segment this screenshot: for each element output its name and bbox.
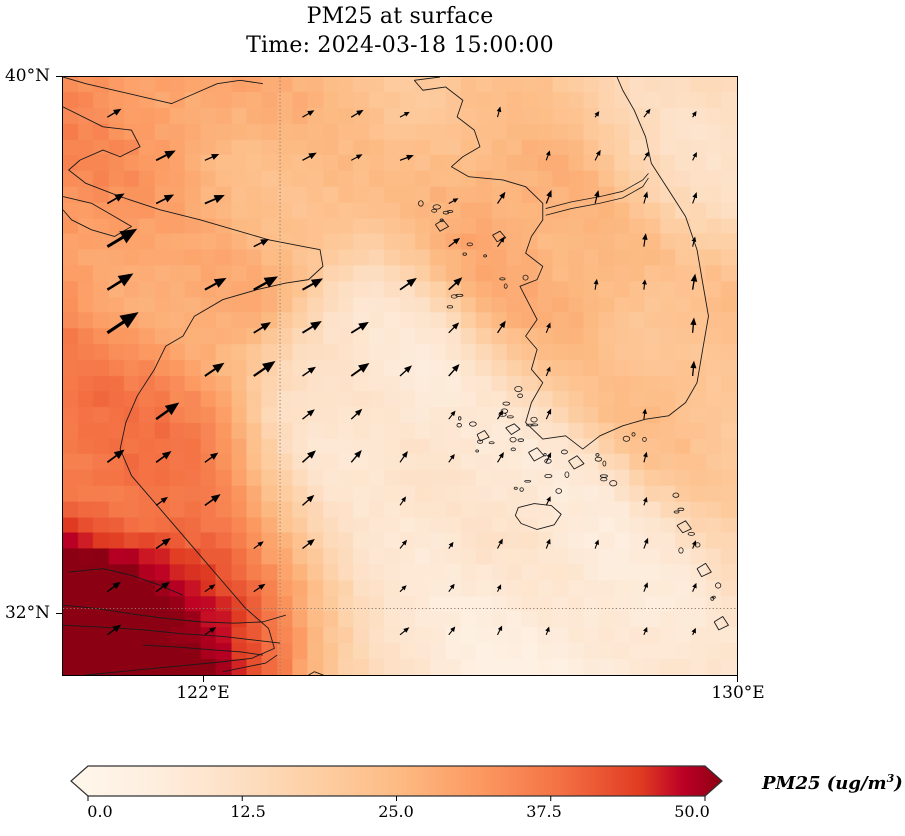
xtick-label-130e: 130°E bbox=[711, 683, 765, 703]
ytick-label-32n: 32°N bbox=[4, 603, 50, 623]
colorbar-tick-0: 0.0 bbox=[87, 802, 113, 821]
colorbar-tick-12-5: 12.5 bbox=[230, 802, 266, 821]
xtick-mark-122e bbox=[203, 676, 204, 682]
ytick-mark-32n bbox=[56, 613, 62, 614]
colorbar-tick-25: 25.0 bbox=[378, 802, 414, 821]
colorbar-label-tail: ) bbox=[894, 773, 903, 794]
colorbar-tick-37-5: 37.5 bbox=[526, 802, 562, 821]
chart-subtitle-time: Time: 2024-03-18 15:00:00 bbox=[246, 33, 554, 58]
ytick-label-40n: 40°N bbox=[4, 66, 50, 86]
xtick-label-122e: 122°E bbox=[176, 683, 230, 703]
colorbar-tick-50: 50.0 bbox=[674, 802, 710, 821]
colorbar-axis-label: PM25 (ug/m3) bbox=[762, 772, 903, 794]
map-plot-area[interactable] bbox=[62, 76, 738, 676]
ytick-mark-40n bbox=[56, 76, 62, 77]
chart-title-block: PM25 at surface Time: 2024-03-18 15:00:0… bbox=[62, 2, 738, 60]
colorbar-label-exponent: 3 bbox=[886, 772, 895, 785]
xtick-mark-130e bbox=[737, 676, 738, 682]
colorbar[interactable] bbox=[70, 765, 723, 801]
colorbar-gradient-bar bbox=[70, 765, 723, 797]
page-title: PM25 at surface bbox=[306, 4, 494, 29]
colorbar-label-text: PM25 (ug/m bbox=[762, 773, 887, 794]
